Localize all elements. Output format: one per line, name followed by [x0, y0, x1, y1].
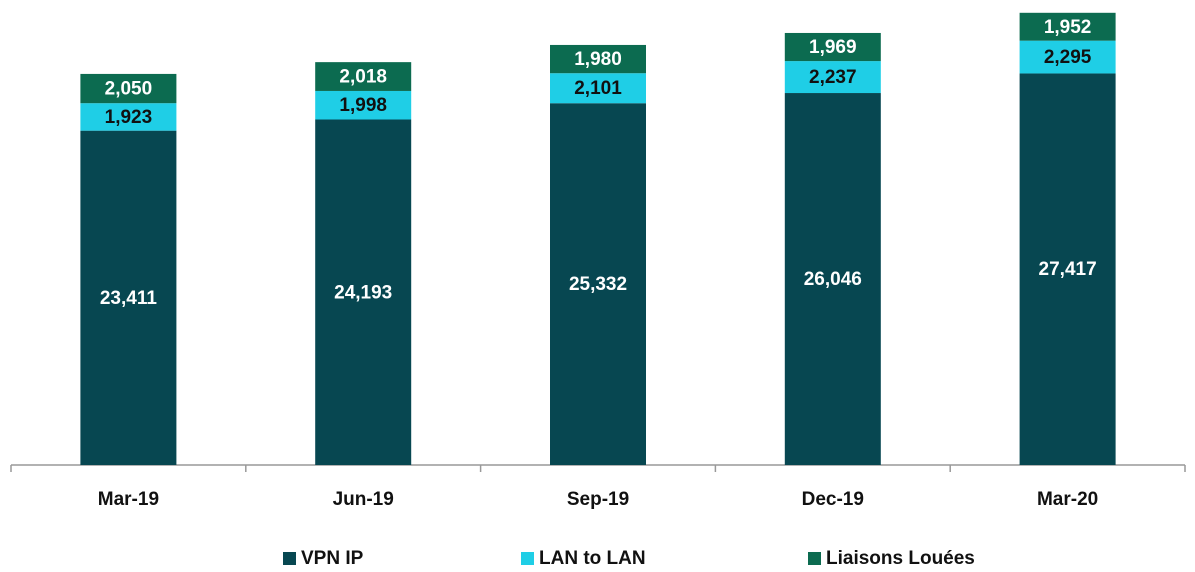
data-label: 1,923	[105, 107, 153, 128]
data-label: 27,417	[1039, 259, 1097, 280]
bar-segment	[80, 73, 177, 104]
bar-segment	[315, 90, 412, 120]
data-label: 2,295	[1044, 47, 1092, 68]
x-tick-label: Mar-19	[98, 489, 159, 510]
data-label: 25,332	[569, 274, 627, 295]
data-label: 1,969	[809, 37, 857, 58]
bar-segment	[1019, 40, 1116, 74]
bar-segment	[80, 130, 177, 465]
bar-segment	[550, 103, 646, 466]
bar-segment	[784, 32, 881, 62]
bar-segment	[550, 73, 646, 104]
bar-segment	[80, 103, 177, 131]
data-label: 26,046	[804, 269, 862, 290]
bar-segment	[1019, 73, 1116, 466]
data-label: 23,411	[100, 288, 157, 309]
data-label: 2,050	[105, 79, 153, 100]
legend-label: Liaisons Louées	[826, 548, 975, 569]
legend-swatch	[808, 552, 821, 565]
x-tick-label: Mar-20	[1037, 489, 1098, 510]
x-tick-label: Jun-19	[333, 489, 394, 510]
bar-segment	[550, 44, 646, 74]
data-label: 2,018	[339, 67, 387, 88]
data-label: 1,980	[574, 49, 622, 70]
bar-segment	[784, 93, 881, 465]
bar-segment	[315, 62, 412, 91]
legend-swatch	[521, 552, 534, 565]
x-tick-label: Dec-19	[802, 489, 864, 510]
data-label: 2,237	[809, 67, 857, 88]
bar-segment	[1019, 12, 1116, 41]
legend-label: LAN to LAN	[539, 548, 646, 569]
data-label: 1,998	[339, 95, 387, 116]
bar-segment	[315, 119, 412, 466]
data-label: 24,193	[334, 282, 392, 303]
legend-swatch	[283, 552, 296, 565]
x-tick-label: Sep-19	[567, 489, 629, 510]
data-label: 2,101	[574, 78, 622, 99]
legend-label: VPN IP	[301, 548, 364, 569]
bar-segment	[784, 61, 881, 94]
data-label: 1,952	[1044, 17, 1092, 38]
